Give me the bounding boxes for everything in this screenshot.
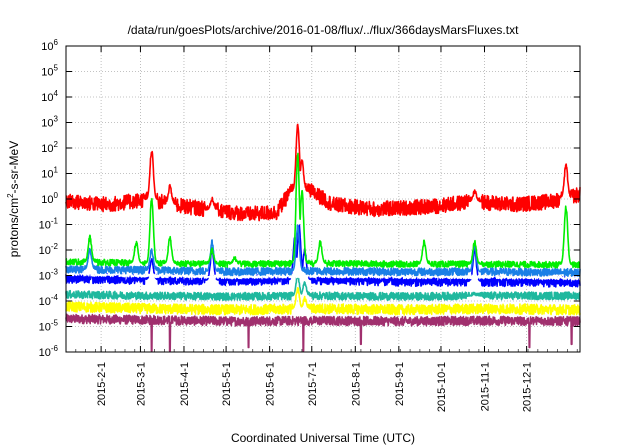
y-axis-label-sup: 2 — [6, 193, 15, 198]
y-tick-label: 103 — [41, 115, 58, 130]
y-axis: 10-6 10-5 10-4 10-3 10-2 10-1 100 101 102 103 104 1… — [39, 38, 580, 359]
y-tick-label: 101 — [41, 166, 58, 181]
y-tick-label: 10-4 — [39, 293, 59, 308]
x-tick-label: 2015-10-1 — [436, 362, 448, 412]
series-line — [65, 275, 581, 302]
x-tick-label: 2015-6-1 — [265, 362, 277, 406]
x-tick-label: 2015-8-1 — [350, 362, 362, 406]
series-line — [65, 224, 581, 278]
gridlines — [66, 46, 580, 352]
y-tick-label: 10-6 — [39, 344, 59, 359]
y-tick-label: 102 — [41, 140, 58, 155]
x-tick-label: 2015-3-1 — [135, 362, 147, 406]
x-tick-label: 2015-4-1 — [179, 362, 191, 406]
series-lines — [65, 123, 581, 352]
y-axis-label: protons/cm2-s-sr-MeV — [6, 141, 21, 257]
y-tick-label: 10-5 — [39, 319, 59, 334]
x-tick-label: 2015-2-1 — [96, 362, 108, 406]
y-tick-label: 106 — [41, 38, 58, 53]
x-axis-label: Coordinated Universal Time (UTC) — [231, 431, 415, 445]
chart-title: /data/run/goesPlots/archive/2016-01-08/f… — [128, 23, 520, 37]
y-tick-label: 105 — [41, 64, 58, 79]
y-axis-label-main: protons/cm — [7, 198, 21, 257]
y-tick-label: 10-3 — [39, 268, 59, 283]
y-tick-label: 100 — [41, 191, 58, 206]
y-axis-label-rest: -s-sr-MeV — [7, 141, 21, 194]
series-line — [65, 286, 581, 316]
series-line — [65, 271, 581, 281]
series-line — [65, 152, 581, 269]
y-tick-label: 10-2 — [39, 242, 59, 257]
y-tick-label: 104 — [41, 89, 58, 104]
series-line — [65, 123, 581, 222]
x-tick-label: 2015-11-1 — [480, 362, 492, 411]
x-tick-label: 2015-7-1 — [307, 362, 319, 406]
x-tick-label: 2015-12-1 — [522, 362, 534, 412]
series-line — [65, 313, 581, 352]
x-tick-label: 2015-5-1 — [221, 362, 233, 406]
y-tick-label: 10-1 — [39, 217, 59, 232]
x-axis: 2015-2-1 2015-3-1 2015-4-1 2015-5-1 2015-6-1… — [65, 46, 578, 412]
x-tick-label: 2015-9-1 — [394, 362, 406, 406]
